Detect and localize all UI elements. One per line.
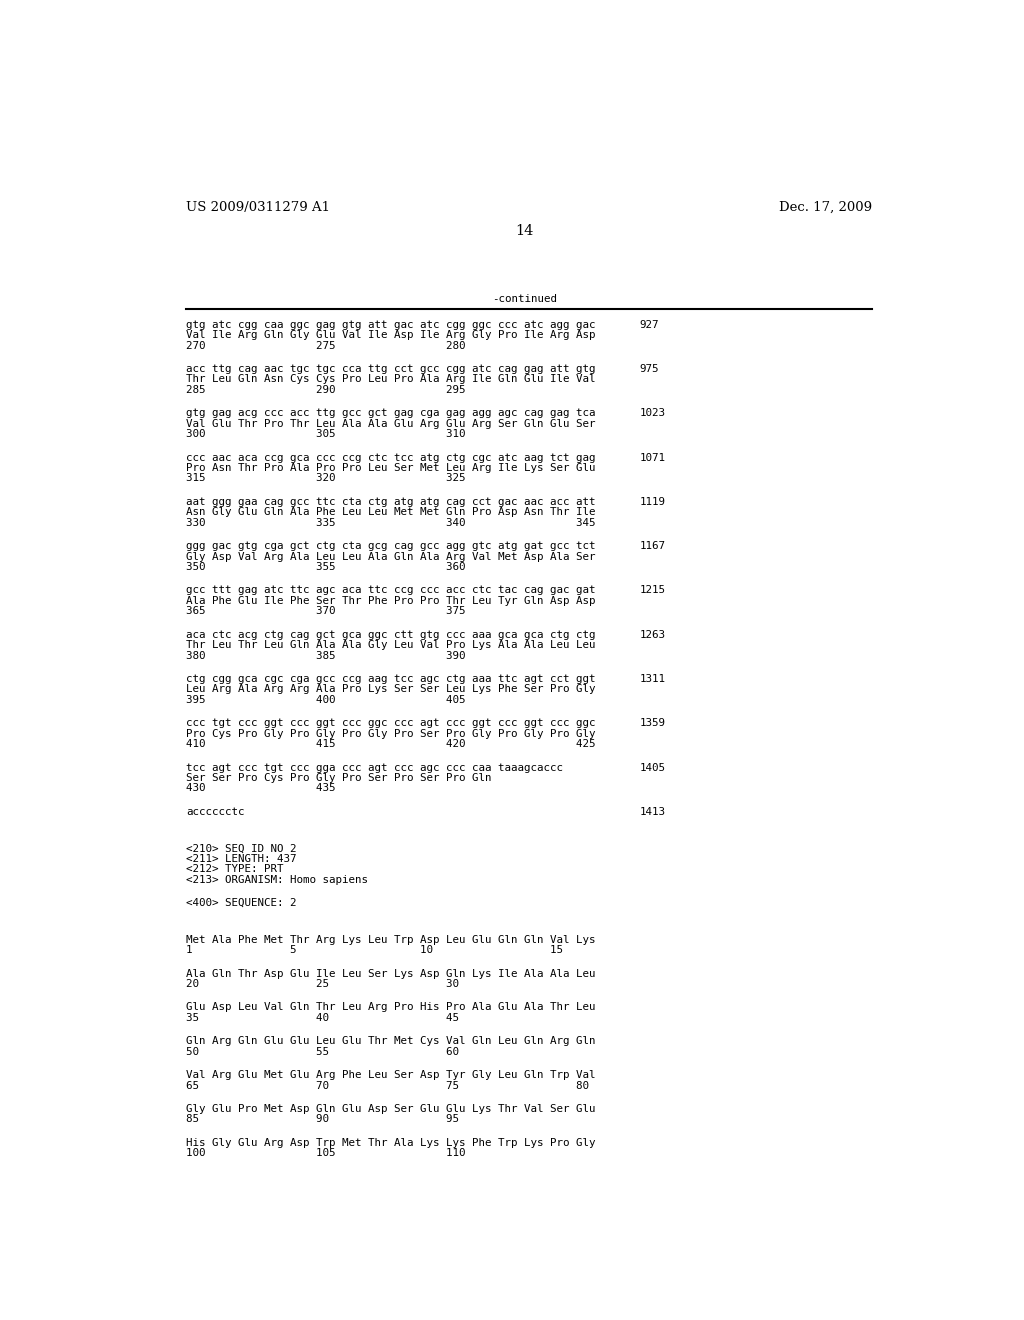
Text: 1               5                   10                  15: 1 5 10 15 — [186, 945, 563, 956]
Text: Gly Glu Pro Met Asp Gln Glu Asp Ser Glu Glu Lys Thr Val Ser Glu: Gly Glu Pro Met Asp Gln Glu Asp Ser Glu … — [186, 1104, 596, 1114]
Text: 330                 335                 340                 345: 330 335 340 345 — [186, 517, 596, 528]
Text: Val Glu Thr Pro Thr Leu Ala Ala Glu Arg Glu Arg Ser Gln Glu Ser: Val Glu Thr Pro Thr Leu Ala Ala Glu Arg … — [186, 418, 596, 429]
Text: gtg atc cgg caa ggc gag gtg att gac atc cgg ggc ccc atc agg gac: gtg atc cgg caa ggc gag gtg att gac atc … — [186, 319, 596, 330]
Text: 1167: 1167 — [640, 541, 666, 552]
Text: Met Ala Phe Met Thr Arg Lys Leu Trp Asp Leu Glu Gln Gln Val Lys: Met Ala Phe Met Thr Arg Lys Leu Trp Asp … — [186, 935, 596, 945]
Text: <213> ORGANISM: Homo sapiens: <213> ORGANISM: Homo sapiens — [186, 875, 368, 884]
Text: gtg gag acg ccc acc ttg gcc gct gag cga gag agg agc cag gag tca: gtg gag acg ccc acc ttg gcc gct gag cga … — [186, 408, 596, 418]
Text: Ala Phe Glu Ile Phe Ser Thr Phe Pro Pro Thr Leu Tyr Gln Asp Asp: Ala Phe Glu Ile Phe Ser Thr Phe Pro Pro … — [186, 595, 596, 606]
Text: acc ttg cag aac tgc tgc cca ttg cct gcc cgg atc cag gag att gtg: acc ttg cag aac tgc tgc cca ttg cct gcc … — [186, 364, 596, 374]
Text: <211> LENGTH: 437: <211> LENGTH: 437 — [186, 854, 297, 863]
Text: 1405: 1405 — [640, 763, 666, 772]
Text: 1263: 1263 — [640, 630, 666, 640]
Text: 20                  25                  30: 20 25 30 — [186, 979, 459, 989]
Text: Leu Arg Ala Arg Arg Ala Pro Lys Ser Ser Leu Lys Phe Ser Pro Gly: Leu Arg Ala Arg Arg Ala Pro Lys Ser Ser … — [186, 684, 596, 694]
Text: 1359: 1359 — [640, 718, 666, 729]
Text: 380                 385                 390: 380 385 390 — [186, 651, 466, 660]
Text: 927: 927 — [640, 319, 659, 330]
Text: 1023: 1023 — [640, 408, 666, 418]
Text: 85                  90                  95: 85 90 95 — [186, 1114, 459, 1125]
Text: 1311: 1311 — [640, 675, 666, 684]
Text: 285                 290                 295: 285 290 295 — [186, 385, 466, 395]
Text: Gln Arg Gln Glu Glu Leu Glu Thr Met Cys Val Gln Leu Gln Arg Gln: Gln Arg Gln Glu Glu Leu Glu Thr Met Cys … — [186, 1036, 596, 1047]
Text: 65                  70                  75                  80: 65 70 75 80 — [186, 1081, 589, 1090]
Text: 315                 320                 325: 315 320 325 — [186, 474, 466, 483]
Text: 1413: 1413 — [640, 807, 666, 817]
Text: 1119: 1119 — [640, 496, 666, 507]
Text: 365                 370                 375: 365 370 375 — [186, 606, 466, 616]
Text: 300                 305                 310: 300 305 310 — [186, 429, 466, 440]
Text: 35                  40                  45: 35 40 45 — [186, 1012, 459, 1023]
Text: 14: 14 — [516, 224, 534, 239]
Text: <400> SEQUENCE: 2: <400> SEQUENCE: 2 — [186, 898, 297, 908]
Text: 1071: 1071 — [640, 453, 666, 462]
Text: 975: 975 — [640, 364, 659, 374]
Text: Asn Gly Glu Gln Ala Phe Leu Leu Met Met Gln Pro Asp Asn Thr Ile: Asn Gly Glu Gln Ala Phe Leu Leu Met Met … — [186, 507, 596, 517]
Text: Dec. 17, 2009: Dec. 17, 2009 — [779, 201, 872, 214]
Text: ctg cgg gca cgc cga gcc ccg aag tcc agc ctg aaa ttc agt cct ggt: ctg cgg gca cgc cga gcc ccg aag tcc agc … — [186, 675, 596, 684]
Text: 100                 105                 110: 100 105 110 — [186, 1148, 466, 1159]
Text: <210> SEQ ID NO 2: <210> SEQ ID NO 2 — [186, 843, 297, 854]
Text: acccccctc: acccccctc — [186, 807, 245, 817]
Text: Pro Cys Pro Gly Pro Gly Pro Gly Pro Ser Pro Gly Pro Gly Pro Gly: Pro Cys Pro Gly Pro Gly Pro Gly Pro Ser … — [186, 729, 596, 739]
Text: ccc aac aca ccg gca ccc ccg ctc tcc atg ctg cgc atc aag tct gag: ccc aac aca ccg gca ccc ccg ctc tcc atg … — [186, 453, 596, 462]
Text: His Gly Glu Arg Asp Trp Met Thr Ala Lys Lys Phe Trp Lys Pro Gly: His Gly Glu Arg Asp Trp Met Thr Ala Lys … — [186, 1138, 596, 1148]
Text: Gly Asp Val Arg Ala Leu Leu Ala Gln Ala Arg Val Met Asp Ala Ser: Gly Asp Val Arg Ala Leu Leu Ala Gln Ala … — [186, 552, 596, 561]
Text: Thr Leu Gln Asn Cys Cys Pro Leu Pro Ala Arg Ile Gln Glu Ile Val: Thr Leu Gln Asn Cys Cys Pro Leu Pro Ala … — [186, 375, 596, 384]
Text: Ser Ser Pro Cys Pro Gly Pro Ser Pro Ser Pro Gln: Ser Ser Pro Cys Pro Gly Pro Ser Pro Ser … — [186, 774, 492, 783]
Text: Ala Gln Thr Asp Glu Ile Leu Ser Lys Asp Gln Lys Ile Ala Ala Leu: Ala Gln Thr Asp Glu Ile Leu Ser Lys Asp … — [186, 969, 596, 978]
Text: <212> TYPE: PRT: <212> TYPE: PRT — [186, 865, 284, 874]
Text: Glu Asp Leu Val Gln Thr Leu Arg Pro His Pro Ala Glu Ala Thr Leu: Glu Asp Leu Val Gln Thr Leu Arg Pro His … — [186, 1002, 596, 1012]
Text: ccc tgt ccc ggt ccc ggt ccc ggc ccc agt ccc ggt ccc ggt ccc ggc: ccc tgt ccc ggt ccc ggt ccc ggc ccc agt … — [186, 718, 596, 729]
Text: aca ctc acg ctg cag gct gca ggc ctt gtg ccc aaa gca gca ctg ctg: aca ctc acg ctg cag gct gca ggc ctt gtg … — [186, 630, 596, 640]
Text: 350                 355                 360: 350 355 360 — [186, 562, 466, 572]
Text: Val Ile Arg Gln Gly Glu Val Ile Asp Ile Arg Gly Pro Ile Arg Asp: Val Ile Arg Gln Gly Glu Val Ile Asp Ile … — [186, 330, 596, 341]
Text: 1215: 1215 — [640, 586, 666, 595]
Text: 270                 275                 280: 270 275 280 — [186, 341, 466, 351]
Text: 395                 400                 405: 395 400 405 — [186, 694, 466, 705]
Text: Pro Asn Thr Pro Ala Pro Pro Leu Ser Met Leu Arg Ile Lys Ser Glu: Pro Asn Thr Pro Ala Pro Pro Leu Ser Met … — [186, 463, 596, 473]
Text: 410                 415                 420                 425: 410 415 420 425 — [186, 739, 596, 748]
Text: 430                 435: 430 435 — [186, 783, 336, 793]
Text: -continued: -continued — [493, 293, 557, 304]
Text: aat ggg gaa cag gcc ttc cta ctg atg atg cag cct gac aac acc att: aat ggg gaa cag gcc ttc cta ctg atg atg … — [186, 496, 596, 507]
Text: Thr Leu Thr Leu Gln Ala Ala Gly Leu Val Pro Lys Ala Ala Leu Leu: Thr Leu Thr Leu Gln Ala Ala Gly Leu Val … — [186, 640, 596, 651]
Text: gcc ttt gag atc ttc agc aca ttc ccg ccc acc ctc tac cag gac gat: gcc ttt gag atc ttc agc aca ttc ccg ccc … — [186, 586, 596, 595]
Text: Val Arg Glu Met Glu Arg Phe Leu Ser Asp Tyr Gly Leu Gln Trp Val: Val Arg Glu Met Glu Arg Phe Leu Ser Asp … — [186, 1071, 596, 1080]
Text: 50                  55                  60: 50 55 60 — [186, 1047, 459, 1057]
Text: US 2009/0311279 A1: US 2009/0311279 A1 — [186, 201, 330, 214]
Text: ggg gac gtg cga gct ctg cta gcg cag gcc agg gtc atg gat gcc tct: ggg gac gtg cga gct ctg cta gcg cag gcc … — [186, 541, 596, 552]
Text: tcc agt ccc tgt ccc gga ccc agt ccc agc ccc caa taaagcaccc: tcc agt ccc tgt ccc gga ccc agt ccc agc … — [186, 763, 563, 772]
